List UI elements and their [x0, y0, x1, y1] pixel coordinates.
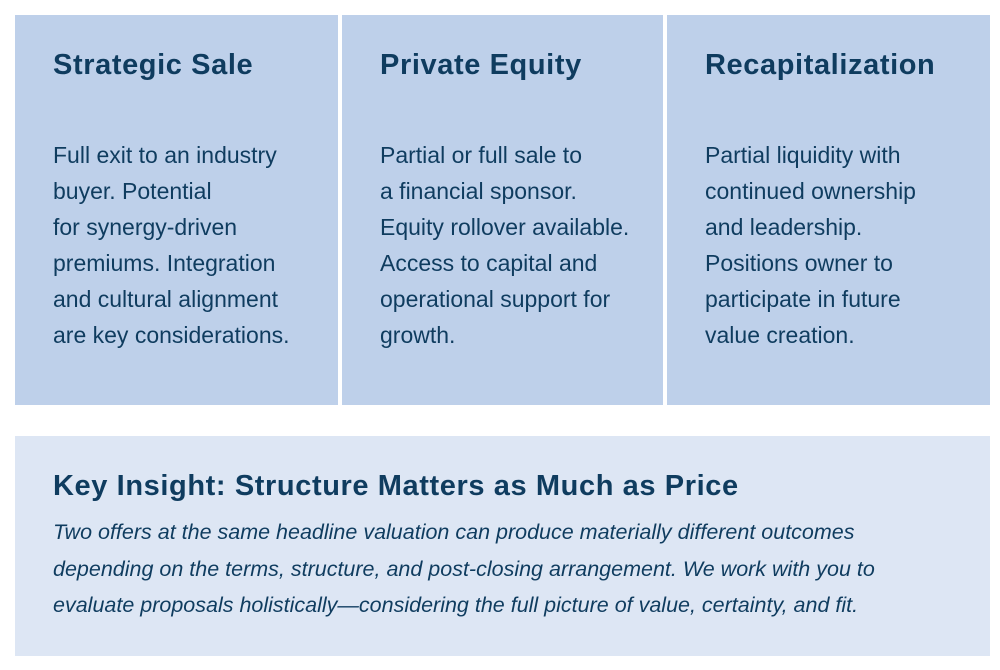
card-text: Full exit to an industry — [53, 142, 277, 168]
option-card: Strategic Sale Full exit to an industry bu… — [15, 15, 338, 405]
insight-title: Key Insight: Structure Matters as Much a… — [53, 470, 739, 502]
card-text: continued ownership — [705, 178, 916, 204]
card-text: a financial sponsor. — [380, 178, 577, 204]
card-text: are key considerations. — [53, 322, 290, 348]
insight-text: Two offers at the same headline valuatio… — [53, 520, 855, 544]
card-title: Recapitalization — [705, 49, 936, 81]
card-text: Positions owner to — [705, 250, 893, 276]
card-text: for synergy-driven — [53, 214, 238, 240]
card-title: Private Equity — [380, 49, 582, 81]
card-text: and leadership. — [705, 214, 863, 240]
card-text: participate in future — [705, 286, 901, 312]
card-text: Equity rollover available. — [380, 214, 630, 240]
card-text: operational support for — [380, 286, 611, 312]
insight-box: Key Insight: Structure Matters as Much a… — [15, 436, 990, 656]
insight-text: evaluate proposals holistically—consider… — [53, 593, 859, 617]
card-title: Strategic Sale — [53, 49, 254, 81]
option-card: Private Equity Partial or full sale to a f… — [342, 15, 663, 405]
card-text: value creation. — [705, 322, 855, 348]
card-text: Partial liquidity with — [705, 142, 901, 168]
card-text: buyer. Potential — [53, 178, 212, 204]
card-text: Access to capital and — [380, 250, 598, 276]
card-text: premiums. Integration — [53, 250, 276, 276]
option-card: Recapitalization Partial liquidity with co… — [667, 15, 990, 405]
insight-text: depending on the terms, structure, and p… — [53, 556, 875, 581]
card-text: and cultural alignment — [53, 286, 279, 312]
card-text: Partial or full sale to — [380, 142, 582, 168]
card-text: growth. — [380, 322, 456, 348]
